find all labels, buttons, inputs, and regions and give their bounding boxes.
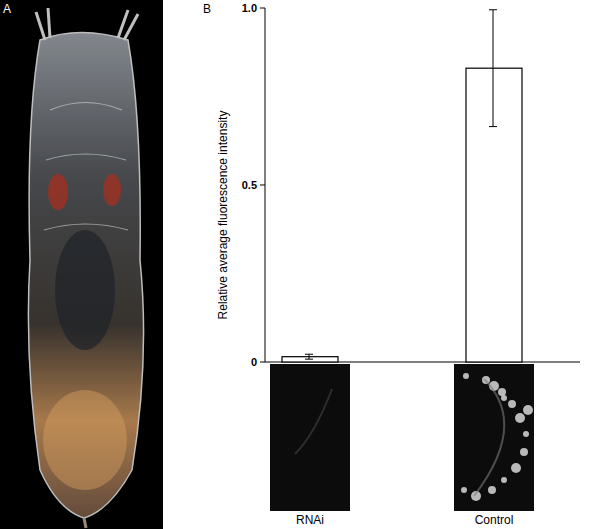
error-line: [493, 10, 494, 127]
y-tick: [260, 185, 265, 186]
pupa-dark-region: [55, 230, 115, 350]
y-tick-label: 0.5: [242, 179, 257, 191]
x-tick-label: Control: [475, 513, 514, 527]
micrograph: [454, 364, 534, 511]
panel-label: A: [3, 2, 11, 16]
pupa-spiracles: [36, 8, 138, 40]
micrograph-spot: [501, 477, 507, 483]
figure: A B 0 0.5 1.0 Relative average fluorescence i…: [0, 0, 600, 529]
error-bar: [489, 10, 497, 127]
page: {"panel_labels": ["A", "B"], "chart_data…: [0, 0, 600, 529]
micrograph-spot: [508, 400, 516, 408]
micrograph-spot: [461, 487, 467, 493]
error-cap: [305, 359, 313, 360]
micrograph-spot: [523, 405, 533, 415]
error-cap: [305, 354, 313, 355]
bar: [282, 357, 338, 362]
micrograph-spot: [488, 486, 496, 494]
micrograph-feature: [474, 379, 504, 496]
micrograph-spot: [463, 373, 469, 379]
bars: [282, 10, 522, 362]
micrograph-bg: [270, 364, 350, 511]
pupa-segments: [44, 103, 128, 231]
pupa-body: [28, 33, 143, 519]
error-bar: [305, 354, 313, 359]
micrograph-spot: [511, 463, 521, 473]
error-cap: [489, 9, 497, 10]
y-tick: [260, 362, 265, 363]
y-tick-label: 1.0: [242, 2, 257, 14]
micrograph-spot: [520, 448, 528, 456]
eye-spot: [48, 174, 68, 210]
panel-a: A: [0, 0, 163, 529]
micrograph-feature: [295, 389, 332, 454]
y-axis-label: Relative average fluorescence intensity: [216, 111, 230, 320]
pupa-tip: [84, 518, 86, 528]
error-line: [309, 354, 310, 359]
micrograph-bg: [454, 364, 534, 511]
pupa-fat-body: [43, 390, 127, 490]
bar: [466, 68, 522, 362]
eye-spot: [103, 174, 121, 206]
panel-label: B: [203, 2, 211, 16]
micrograph-spot: [498, 388, 506, 396]
x-tick-label: RNAi: [296, 513, 324, 527]
photo-background: [0, 0, 163, 529]
y-tick: [260, 8, 265, 9]
y-tick-label: 0: [251, 356, 257, 368]
micrograph: [270, 364, 350, 511]
error-cap: [489, 126, 497, 127]
micrograph-spot: [515, 413, 525, 423]
micrograph-spot: [523, 431, 529, 437]
